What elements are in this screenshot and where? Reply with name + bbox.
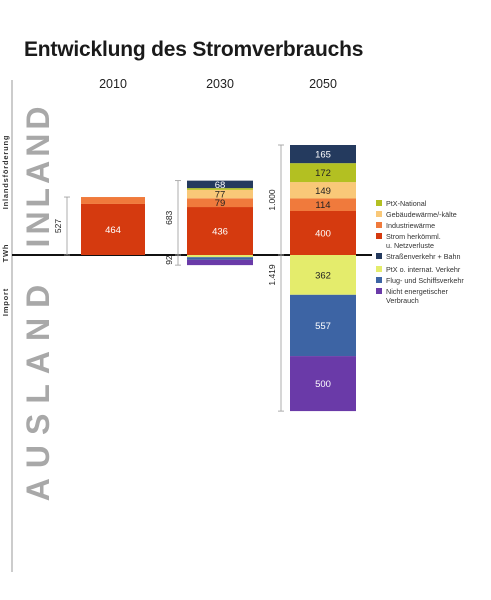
total-label-2030-import: 92 [164,255,174,265]
bar-2010-industriew-rme [81,197,145,204]
legend-swatch [376,253,382,259]
category-label-2010: 2010 [99,77,127,91]
category-label-2050: 2050 [309,77,337,91]
value-label-2050-geb-udew-rme-k-lte: 149 [315,186,331,197]
legend-swatch [376,277,382,283]
legend-item-strom-herk-mml-u-netzverluste: Strom herkömml. u. Netzverluste [376,232,488,250]
bar-2030-nicht-energetischer-verbrauch [187,259,253,266]
legend-label: Flug- und Schiffsverkehr [386,276,464,285]
legend-swatch [376,266,382,272]
legend-swatch [376,233,382,239]
legend-swatch [376,288,382,294]
total-label-2030-inland: 683 [164,210,174,224]
side-label-import: Import [1,288,10,316]
legend-label: PtX-National [386,199,427,208]
total-label-2010-inland: 527 [53,219,63,233]
bars-layer [81,145,356,412]
value-label-2030-geb-udew-rme-k-lte: 77 [215,190,226,201]
legend-label: Industriewärme [386,221,436,230]
bar-2030-strom-herk-mml-u-netzverluste [187,207,253,255]
value-label-2050-ptx-o-internat-verkehr: 362 [315,270,331,281]
legend-swatch [376,200,382,206]
bar-2030-stra-enverkehr-bahn [187,180,253,189]
legend-swatch [376,222,382,228]
bar-2030-ptx-national [187,188,253,190]
legend-swatch [376,211,382,217]
legend-item-ptx-o-internat-verkehr: PtX o. internat. Verkehr [376,265,488,274]
bar-2050-flug-und-schiffsverkehr [290,294,356,357]
value-label-2050-stra-enverkehr-bahn: 165 [315,150,331,161]
value-label-2050-strom-herk-mml-u-netzverluste: 400 [315,229,331,240]
value-label-2030-industriew-rme: 79 [215,198,226,209]
bar-2050-stra-enverkehr-bahn [290,145,356,164]
bar-2030-geb-udew-rme-k-lte [187,189,253,199]
legend-item-nicht-energetischer-verbrauch: Nicht energetischer Verbrauch [376,287,488,305]
legend-label: Gebäudewärme/-kälte [386,210,457,219]
side-label-inlandsfoerderung: Inlandsförderung [1,135,10,209]
value-label-2050-nicht-energetischer-verbrauch: 500 [315,379,331,390]
value-label-2050-flug-und-schiffsverkehr: 557 [315,321,331,332]
legend-item-stra-enverkehr-bahn: Straßenverkehr + Bahn [376,252,488,261]
total-label-2050-import: 1.419 [267,264,277,286]
legend-item-industriew-rme: Industriewärme [376,221,488,230]
value-label-2030-strom-herk-mml-u-netzverluste: 436 [212,227,228,238]
legend-label: Nicht energetischer Verbrauch [386,287,448,305]
value-label-2050-ptx-national: 172 [315,168,331,179]
side-layer: Inlandsförderung TWh Import INLAND AUSLAND [1,103,56,502]
side-label-inland: INLAND [20,103,56,248]
legend-label: Straßenverkehr + Bahn [386,252,461,261]
legend-import-group: PtX o. internat. Verkehr Flug- und Schiff… [376,265,488,305]
bar-2010-strom-herk-mml-u-netzverluste [81,203,145,255]
legend-item-flug-und-schiffsverkehr: Flug- und Schiffsverkehr [376,276,488,285]
bar-2050-ptx-national [290,163,356,183]
bar-2030-ptx-o-internat-verkehr [187,255,253,258]
side-label-twh: TWh [1,244,10,263]
bar-2030-flug-und-schiffsverkehr [187,257,253,260]
bar-2050-geb-udew-rme-k-lte [290,182,356,199]
legend-label: PtX o. internat. Verkehr [386,265,461,274]
chart-title: Entwicklung des Stromverbrauchs [24,38,364,61]
total-label-2050-inland: 1.000 [267,189,277,211]
bar-2050-nicht-energetischer-verbrauch [290,356,356,412]
bar-2050-industriew-rme [290,198,356,211]
totals-layer: 527 683 92 1.000 1.419 [53,144,284,412]
value-label-2010-strom-herk-mml-u-netzverluste: 464 [105,225,121,236]
bar-2050-ptx-o-internat-verkehr [290,255,356,295]
category-label-2030: 2030 [206,77,234,91]
legend: PtX-National Gebäudewärme/-kälte Industrie… [376,199,488,309]
bar-2050-strom-herk-mml-u-netzverluste [290,211,356,255]
legend-label: Strom herkömml. u. Netzverluste [386,232,441,250]
side-label-ausland: AUSLAND [20,275,56,501]
legend-inland-group: PtX-National Gebäudewärme/-kälte Industrie… [376,199,488,261]
legend-item-ptx-national: PtX-National [376,199,488,208]
bar-2030-industriew-rme [187,198,253,208]
value-label-2050-industriew-rme: 114 [315,200,330,211]
value-label-2030-stra-enverkehr-bahn: 68 [215,180,226,191]
legend-item-geb-udew-rme-k-lte: Gebäudewärme/-kälte [376,210,488,219]
